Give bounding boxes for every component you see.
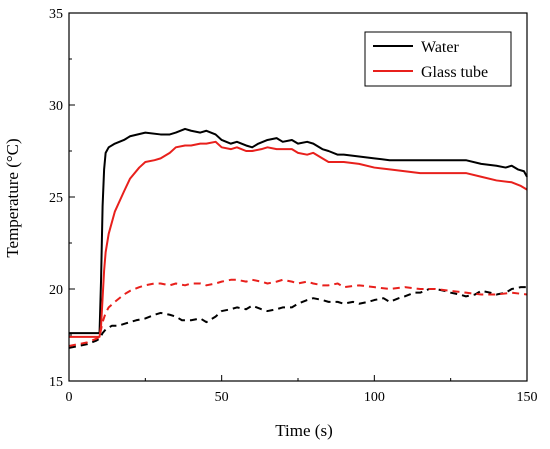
x-tick-label: 50 [215,390,229,405]
legend-box [364,31,512,87]
x-tick-label: 100 [364,390,385,405]
plot-lines [68,127,528,349]
y-tick-label: 25 [49,191,63,206]
x-tick-label: 150 [517,390,538,405]
ticks: 0 50 100 150 15 20 25 30 35 [49,7,538,405]
legend-label: Glass tube [421,64,488,81]
legend: Water Glass tube [364,31,512,87]
y-tick-label: 30 [49,99,63,114]
series-line-red-dashed [68,278,528,348]
series-line-glass-tube-solid [69,140,528,338]
y-axis-title: Temperature (°C) [3,138,22,257]
y-tick-label: 35 [49,7,63,22]
series-line-black-dashed [68,286,527,349]
y-tick-label: 15 [49,375,63,390]
legend-label: Water [421,39,459,56]
x-axis-title: Time (s) [275,421,332,440]
series-line-water-solid [69,127,528,335]
y-tick-label: 20 [49,283,63,298]
x-tick-label: 0 [66,390,73,405]
